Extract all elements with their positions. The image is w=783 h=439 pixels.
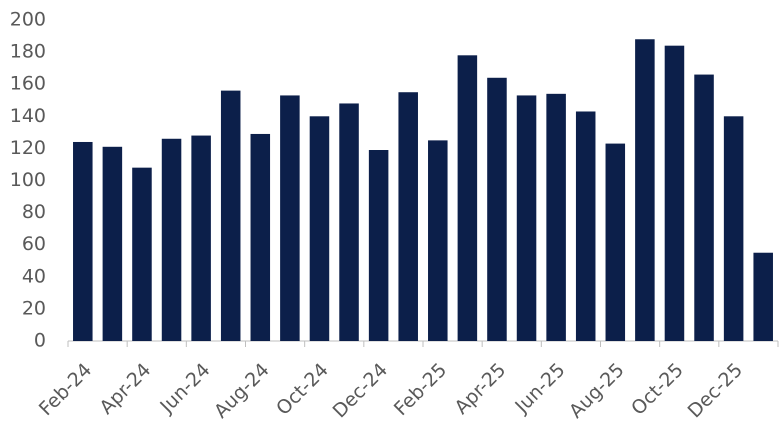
x-tick-label: Oct-24 bbox=[272, 359, 333, 420]
bar bbox=[398, 92, 418, 341]
bar bbox=[428, 140, 448, 341]
bar bbox=[575, 111, 596, 341]
bar bbox=[161, 138, 182, 341]
y-tick-label: 160 bbox=[10, 73, 46, 95]
bar bbox=[309, 116, 330, 341]
bar bbox=[694, 74, 714, 341]
x-tick-label: Dec-24 bbox=[329, 359, 393, 423]
y-tick-label: 40 bbox=[22, 265, 46, 287]
x-tick-label: Aug-25 bbox=[565, 359, 629, 423]
x-tick-label: Oct-25 bbox=[627, 359, 688, 420]
bar bbox=[132, 167, 152, 341]
x-tick-label: Jun-24 bbox=[155, 359, 214, 418]
bar bbox=[635, 39, 655, 341]
bar bbox=[457, 55, 478, 342]
y-tick-label: 100 bbox=[10, 169, 46, 191]
x-tick-label: Feb-25 bbox=[390, 359, 451, 420]
x-tick-label: Dec-25 bbox=[684, 359, 748, 423]
bar bbox=[280, 95, 300, 341]
bar bbox=[250, 133, 271, 341]
bar bbox=[487, 77, 507, 341]
y-tick-label: 20 bbox=[22, 297, 46, 319]
x-tick-label: Apr-25 bbox=[450, 359, 510, 419]
bar bbox=[102, 146, 123, 341]
bar bbox=[191, 135, 211, 341]
bar bbox=[664, 45, 685, 342]
x-tick-label: Feb-24 bbox=[35, 359, 96, 420]
bar bbox=[73, 141, 93, 341]
y-tick-label: 60 bbox=[22, 233, 46, 255]
bar bbox=[753, 252, 773, 341]
bar bbox=[339, 103, 359, 342]
bar bbox=[368, 150, 389, 341]
bar bbox=[220, 90, 241, 342]
bar bbox=[546, 93, 566, 341]
y-tick-label: 80 bbox=[22, 201, 46, 223]
x-tick-label: Aug-24 bbox=[210, 359, 274, 423]
bar bbox=[605, 143, 626, 341]
bar bbox=[723, 116, 744, 341]
y-tick-label: 0 bbox=[34, 330, 46, 352]
x-tick-label: Apr-24 bbox=[95, 359, 155, 419]
y-tick-label: 180 bbox=[10, 41, 46, 63]
bar bbox=[516, 95, 537, 341]
x-tick-label: Jun-25 bbox=[510, 359, 569, 418]
y-tick-label: 140 bbox=[10, 105, 46, 127]
y-tick-label: 200 bbox=[10, 9, 46, 31]
y-tick-label: 120 bbox=[10, 137, 46, 159]
